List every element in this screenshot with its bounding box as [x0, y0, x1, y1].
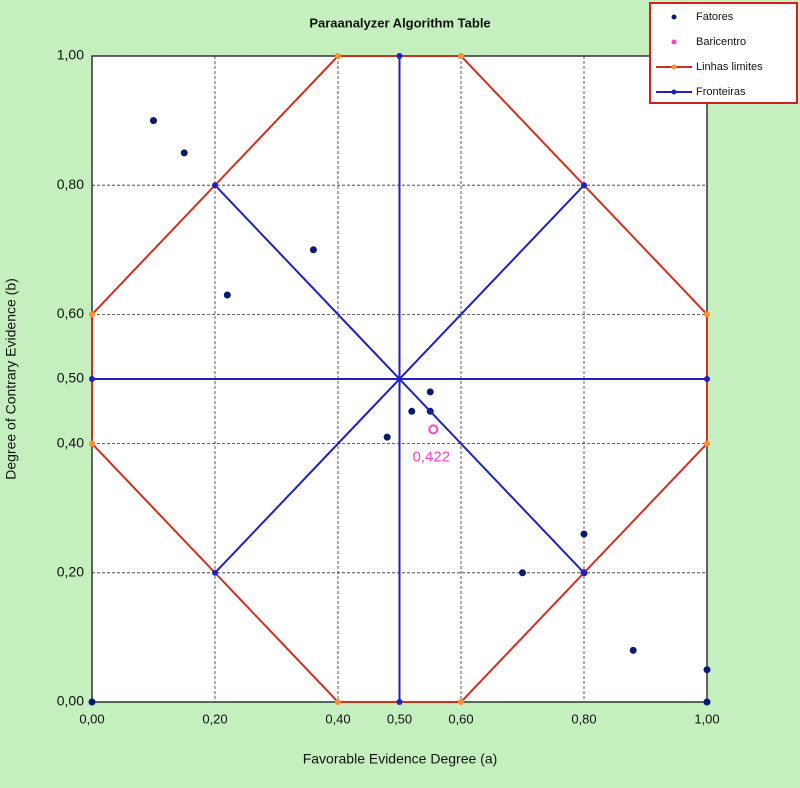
- vertex-marker: [212, 569, 218, 576]
- legend-swatch-marker: [671, 64, 677, 70]
- point: [703, 666, 711, 674]
- point: [383, 433, 391, 441]
- x-tick-label: 0,50: [387, 711, 412, 726]
- x-tick-label: 0,60: [448, 711, 473, 726]
- point: [580, 530, 588, 538]
- vertex-marker: [581, 569, 587, 576]
- point: [426, 388, 434, 396]
- y-tick-label: 0,50: [57, 370, 84, 386]
- y-tick-label: 0,80: [57, 176, 84, 192]
- point: [309, 246, 317, 254]
- vertex-marker: [458, 699, 464, 705]
- x-tick-label: 0,80: [571, 711, 596, 726]
- x-tick-label: 1,00: [694, 711, 719, 726]
- vertex-marker: [704, 311, 710, 318]
- x-tick-label: 0,40: [325, 711, 350, 726]
- point: [150, 117, 157, 125]
- point: [428, 424, 439, 435]
- y-tick-label: 1,00: [57, 47, 84, 63]
- legend-box: [649, 2, 798, 104]
- point: [703, 698, 711, 706]
- y-tick-label: 0,60: [57, 305, 84, 321]
- vertex-marker: [704, 376, 710, 382]
- vertex-marker: [396, 699, 403, 705]
- point: [223, 291, 231, 299]
- point: [88, 698, 96, 706]
- line: [214, 184, 585, 574]
- vertex-marker: [335, 53, 341, 59]
- point: [180, 149, 188, 157]
- vertex-marker: [396, 53, 403, 59]
- y-tick-label: 0,20: [57, 564, 84, 580]
- x-tick-label: 0,20: [202, 711, 227, 726]
- legend-label: Fronteiras: [696, 86, 746, 98]
- y-axis-label: Degree of Contrary Evidence (b): [3, 278, 19, 480]
- point: [408, 407, 416, 415]
- vertex-marker: [89, 311, 95, 318]
- y-tick-label: 0,00: [57, 693, 84, 709]
- vertex-marker: [89, 376, 95, 382]
- x-axis-label: Favorable Evidence Degree (a): [303, 751, 498, 767]
- chart-title: Paraanalyzer Algorithm Table: [309, 15, 490, 30]
- legend-swatch: [671, 39, 677, 45]
- point: [629, 646, 637, 654]
- vertex-marker: [458, 53, 464, 59]
- legend-label: Fatores: [696, 11, 734, 23]
- legend-swatch: [671, 14, 677, 20]
- x-tick-label: 0,00: [79, 711, 104, 726]
- vertex-marker: [89, 440, 95, 447]
- y-tick-label: 0,40: [57, 434, 84, 450]
- vertex-marker: [335, 699, 341, 705]
- legend-label: Linhas limites: [696, 61, 763, 73]
- vertex-marker: [581, 182, 587, 189]
- legend-swatch-marker: [671, 89, 677, 95]
- point: [519, 569, 526, 577]
- data-label: 0,422: [413, 448, 451, 465]
- vertex-marker: [704, 440, 710, 447]
- vertex-marker: [212, 182, 218, 189]
- legend-label: Baricentro: [696, 36, 746, 48]
